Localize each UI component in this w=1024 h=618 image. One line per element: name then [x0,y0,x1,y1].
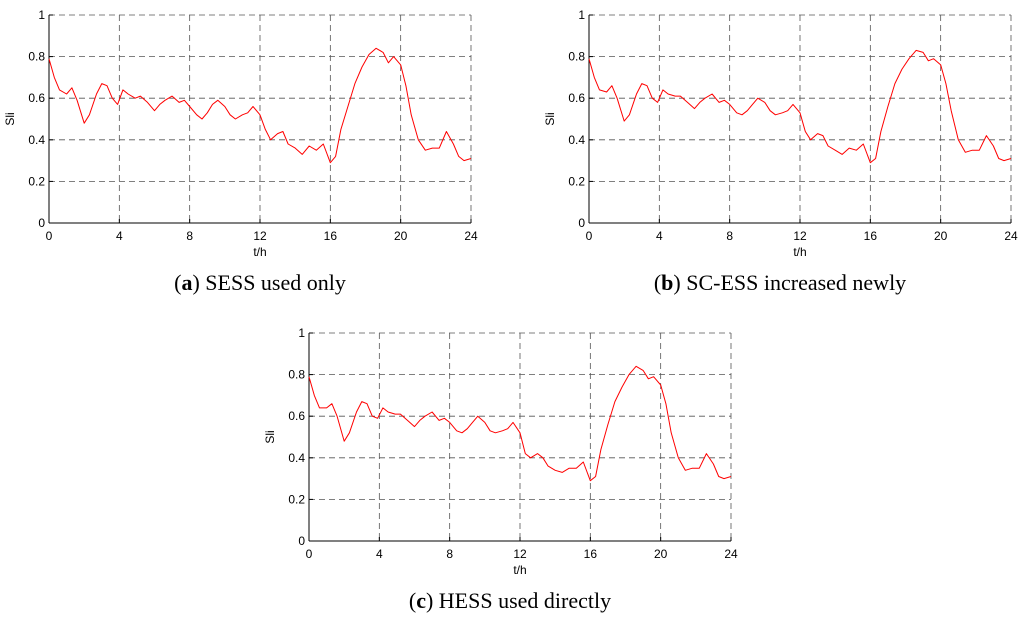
y-tick-label: 0 [298,534,305,548]
caption-text-a: SESS used only [205,270,346,295]
caption-letter-b: b [661,270,674,295]
y-tick-label: 1 [578,8,585,22]
x-tick-label: 0 [46,229,53,243]
grid-lines [589,14,1012,223]
x-tick-label: 24 [464,229,478,243]
y-tick-label: 0.8 [28,50,45,64]
x-tick-label: 16 [584,547,598,561]
y-tick-label: 0.6 [28,91,45,105]
x-tick-label: 12 [793,229,807,243]
y-axis-label: Sli [3,112,17,125]
x-tick-label: 24 [724,547,738,561]
y-axis-label: Sli [263,430,277,443]
caption-letter-a: a [181,270,193,295]
chart-svg-b: 0 4 8 12 16 20 24 0 0.2 0.4 0.6 0.8 1 t/h Sli [543,8,1018,259]
y-tick-label: 0.4 [288,451,305,465]
x-tick-label: 8 [446,547,453,561]
y-tick-label: 0.8 [288,368,305,382]
chart-svg-c: 0 4 8 12 16 20 24 0 0.2 0.4 0.6 0.8 1 t/h Sli [263,326,738,577]
x-tick-label: 8 [186,229,193,243]
caption-text-b: SC-ESS increased newly [686,270,907,295]
x-tick-label: 16 [864,229,878,243]
x-tick-label: 12 [513,547,527,561]
y-tick-label: 1 [298,326,305,340]
caption-text-c: HESS used directly [438,588,612,613]
x-tick-label: 12 [253,229,267,243]
y-tick-label: 0.2 [568,174,585,188]
chart-panel-b: 0 4 8 12 16 20 24 0 0.2 0.4 0.6 0.8 1 t/h Sli (b) SC-E… [540,0,1020,300]
y-tick-label: 0.2 [288,492,305,506]
x-tick-label: 20 [934,229,948,243]
series-line [48,47,472,164]
y-tick-label: 0.6 [288,409,305,423]
chart-panel-a: 0 4 8 12 16 20 24 0 0.2 0.4 0.6 0.8 1 t/h Sli (a) SESS… [0,0,480,300]
y-tick-label: 0.2 [28,174,45,188]
grid-lines [49,14,472,223]
x-tick-label: 16 [324,229,338,243]
y-tick-label: 0.8 [568,50,585,64]
y-tick-label: 1 [38,8,45,22]
y-tick-label: 0 [38,216,45,230]
caption-letter-c: c [416,588,426,613]
series-line [308,365,732,482]
x-axis-label: t/h [513,563,526,577]
x-tick-label: 24 [1004,229,1018,243]
x-tick-label: 20 [654,547,668,561]
x-tick-label: 8 [726,229,733,243]
caption-a: (a) SESS used only [174,270,346,295]
x-tick-label: 4 [116,229,123,243]
chart-svg-a: 0 4 8 12 16 20 24 0 0.2 0.4 0.6 0.8 1 t/h Sli [3,8,478,259]
x-tick-label: 0 [306,547,313,561]
x-tick-label: 4 [656,229,663,243]
y-axis-label: Sli [543,112,557,125]
y-tick-label: 0.4 [568,133,585,147]
caption-c: (c) HESS used directly [408,588,612,613]
x-axis-label: t/h [793,245,806,259]
x-axis-label: t/h [253,245,266,259]
chart-panel-c: 0 4 8 12 16 20 24 0 0.2 0.4 0.6 0.8 1 t/h Sli (c) HESS… [260,318,740,618]
x-tick-label: 20 [394,229,408,243]
grid-lines [309,332,732,541]
x-tick-label: 4 [376,547,383,561]
series-line [588,49,1012,164]
caption-b: (b) SC-ESS increased newly [653,270,907,295]
y-tick-label: 0.6 [568,91,585,105]
y-tick-label: 0.4 [28,133,45,147]
y-tick-label: 0 [578,216,585,230]
x-tick-label: 0 [586,229,593,243]
